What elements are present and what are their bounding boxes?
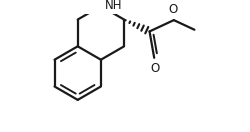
- Text: O: O: [150, 62, 160, 75]
- Text: O: O: [168, 3, 177, 16]
- Text: NH: NH: [104, 0, 122, 12]
